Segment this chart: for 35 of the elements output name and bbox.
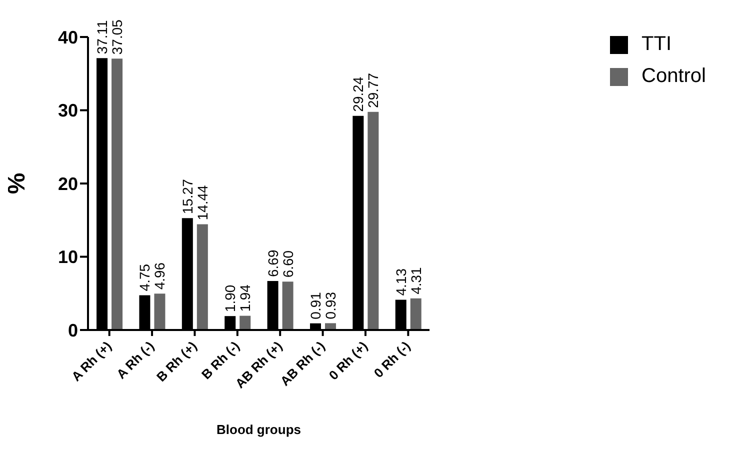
data-label: 1.90	[222, 284, 238, 312]
y-tick-label: 20	[58, 174, 78, 194]
y-axis-title: %	[4, 172, 31, 194]
legend-label: TTI	[642, 33, 672, 55]
data-label: 4.75	[136, 264, 153, 292]
bar	[196, 224, 208, 330]
bar	[154, 294, 166, 330]
legend-label: Control	[642, 65, 706, 87]
bar	[368, 112, 379, 330]
data-label: 4.31	[408, 266, 424, 294]
data-label: 6.60	[280, 250, 296, 278]
y-tick-label: 0	[68, 320, 78, 340]
bar	[410, 298, 422, 330]
data-label: 29.77	[365, 72, 382, 108]
data-label: 29.24	[350, 76, 366, 112]
data-label: 4.13	[392, 268, 409, 296]
data-label: 14.44	[194, 184, 210, 220]
x-tick-label: A Rh (+)	[68, 338, 114, 384]
data-label: 6.69	[264, 250, 281, 277]
bar	[282, 282, 294, 330]
y-tick-label: 10	[58, 247, 78, 268]
data-label: 1.94	[237, 284, 254, 312]
x-axis-title: Blood groups	[216, 422, 302, 437]
data-label: 0.93	[322, 292, 338, 320]
bar	[240, 316, 251, 330]
y-tick-label: 40	[58, 27, 78, 48]
data-label: 0.91	[307, 292, 324, 320]
bar	[112, 58, 123, 330]
data-label: 4.96	[152, 262, 168, 290]
x-tick-label: 0 Rh (-)	[370, 338, 414, 381]
data-label: 37.11	[94, 20, 110, 54]
data-label: 15.27	[179, 178, 196, 214]
x-tick-label: 0 Rh (+)	[326, 338, 370, 383]
y-tick-label: 30	[58, 100, 78, 121]
data-label: 37.05	[109, 19, 126, 55]
